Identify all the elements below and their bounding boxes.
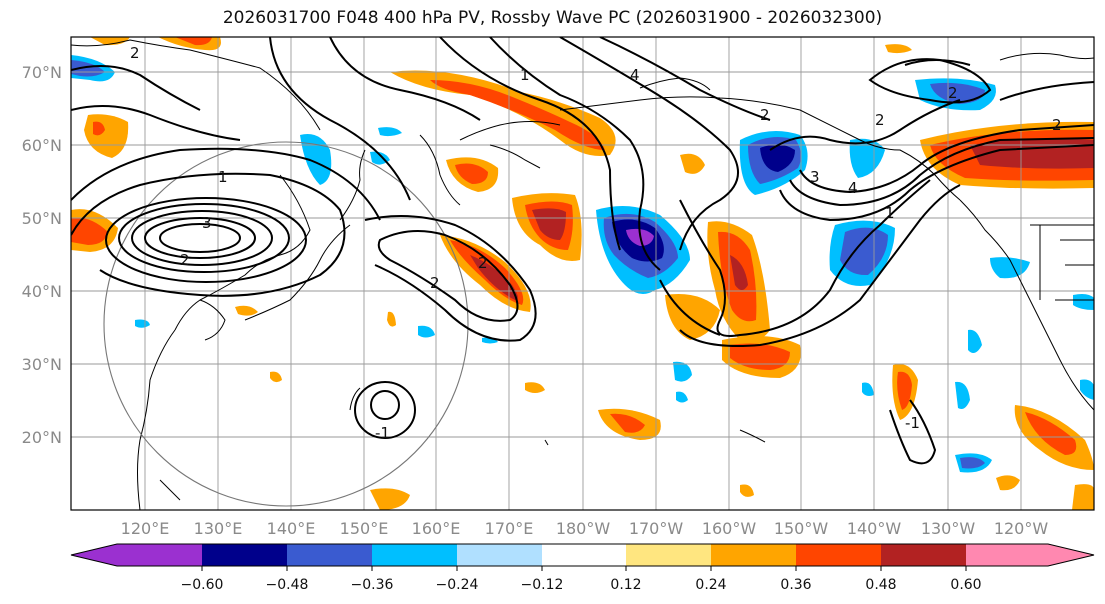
coastlines xyxy=(71,39,1094,510)
colorbar-tick-label: −0.36 xyxy=(351,577,394,593)
lon-label: 160°W xyxy=(702,519,757,538)
contour-label: 2 xyxy=(1052,116,1062,134)
contour-label: 1 xyxy=(885,204,895,222)
colorbar-tick-label: −0.24 xyxy=(436,577,479,593)
lon-label: 180°W xyxy=(556,519,611,538)
colorbar-ticks xyxy=(201,566,967,571)
contour-label: 2 xyxy=(430,274,440,292)
contour-label: 4 xyxy=(848,179,858,197)
lon-label: 140°E xyxy=(267,519,316,538)
reference-circle xyxy=(103,141,469,507)
colorbar-seg xyxy=(881,544,966,566)
colorbar-tick-label: 0.48 xyxy=(865,577,896,593)
colorbar: −0.60 −0.48 −0.36 −0.24 −0.12 0.12 0.24 … xyxy=(70,543,1095,593)
gridlines xyxy=(71,37,1094,510)
lon-label: 160°E xyxy=(412,519,461,538)
lon-label: 170°W xyxy=(629,519,684,538)
colorbar-seg xyxy=(542,544,626,566)
colorbar-seg xyxy=(117,544,202,566)
lon-label: 140°W xyxy=(847,519,902,538)
contour-label: 4 xyxy=(630,66,640,84)
colorbar-seg xyxy=(71,544,117,566)
lat-label: 30°N xyxy=(22,355,62,374)
lon-label: 130°W xyxy=(921,519,976,538)
contour-label: 1 xyxy=(520,66,530,84)
lon-label: 120°E xyxy=(121,519,170,538)
pv-contours xyxy=(71,37,1094,465)
lon-label: 150°E xyxy=(340,519,389,538)
lat-label: 20°N xyxy=(22,428,62,447)
colorbar-seg xyxy=(372,544,457,566)
contour-label: 3 xyxy=(202,214,212,232)
contour-label: 2 xyxy=(948,84,958,102)
contour-label: 3 xyxy=(810,168,820,186)
colorbar-tick-label: −0.48 xyxy=(266,577,309,593)
colorbar-outline xyxy=(70,543,1095,567)
colorbar-seg xyxy=(711,544,796,566)
colorbar-tick-label: 0.12 xyxy=(610,577,641,593)
lat-label: 60°N xyxy=(22,136,62,155)
colorbar-tick-label: 0.24 xyxy=(695,577,726,593)
contour-label: 2 xyxy=(875,111,885,129)
longitude-labels: 120°E 130°E 140°E 150°E 160°E 170°E 180°… xyxy=(121,519,1049,538)
map-frame xyxy=(70,36,1095,511)
lon-label: 130°E xyxy=(194,519,243,538)
lat-label: 70°N xyxy=(22,63,62,82)
colorbar-seg xyxy=(202,544,287,566)
contour-label: 1 xyxy=(218,168,228,186)
contour-label: -1 xyxy=(375,424,390,442)
lat-label: 40°N xyxy=(22,282,62,301)
contour-label: 2 xyxy=(130,44,140,62)
lon-label: 120°W xyxy=(994,519,1049,538)
contour-labels: 2 1 -1 2 3 2 4 3 2 4 2 2 1 2 2 1 -1 xyxy=(130,44,1062,442)
colorbar-seg xyxy=(796,544,881,566)
colorbar-tick-label: −0.60 xyxy=(181,577,224,593)
contour-label: 2 xyxy=(760,106,770,124)
contour-label: 2 xyxy=(478,254,488,272)
contour-label: 2 xyxy=(180,251,190,269)
colorbar-seg xyxy=(457,544,542,566)
contour-label: -1 xyxy=(905,414,920,432)
map-title: 2026031700 F048 400 hPa PV, Rossby Wave … xyxy=(222,8,883,28)
colorbar-seg xyxy=(966,544,1048,566)
colorbar-tick-label: −0.12 xyxy=(521,577,564,593)
colorbar-seg xyxy=(626,544,711,566)
colorbar-seg xyxy=(1048,544,1094,566)
latitude-labels: 70°N 60°N 50°N 40°N 30°N 20°N xyxy=(22,63,62,447)
colorbar-tick-label: 0.36 xyxy=(780,577,811,593)
lon-label: 170°E xyxy=(485,519,534,538)
colorbar-tick-label: 0.60 xyxy=(950,577,981,593)
colorbar-seg xyxy=(287,544,372,566)
lon-label: 150°W xyxy=(774,519,829,538)
lat-label: 50°N xyxy=(22,209,62,228)
